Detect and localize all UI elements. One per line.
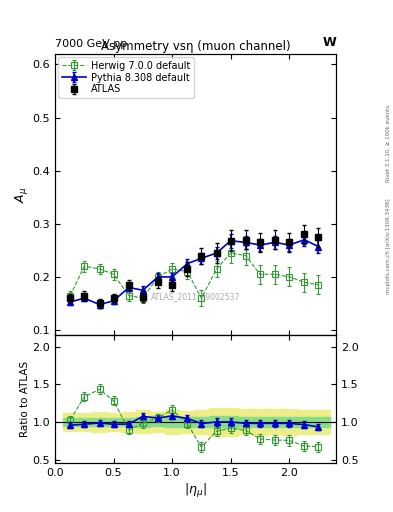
Text: 7000 GeV pp: 7000 GeV pp	[55, 38, 127, 49]
Text: W: W	[322, 36, 336, 49]
Y-axis label: $A_\mu$: $A_\mu$	[13, 186, 29, 203]
Text: mcplots.cern.ch [arXiv:1306.3436]: mcplots.cern.ch [arXiv:1306.3436]	[386, 198, 391, 293]
Title: Asymmetry vsη (muon channel): Asymmetry vsη (muon channel)	[101, 39, 290, 53]
Legend: Herwig 7.0.0 default, Pythia 8.308 default, ATLAS: Herwig 7.0.0 default, Pythia 8.308 defau…	[58, 57, 194, 98]
Text: Rivet 3.1.10, ≥ 100k events: Rivet 3.1.10, ≥ 100k events	[386, 105, 391, 182]
X-axis label: $|\eta_\mu|$: $|\eta_\mu|$	[184, 482, 207, 500]
Y-axis label: Ratio to ATLAS: Ratio to ATLAS	[20, 361, 29, 437]
Text: ATLAS_2011_S9002537: ATLAS_2011_S9002537	[151, 292, 240, 302]
